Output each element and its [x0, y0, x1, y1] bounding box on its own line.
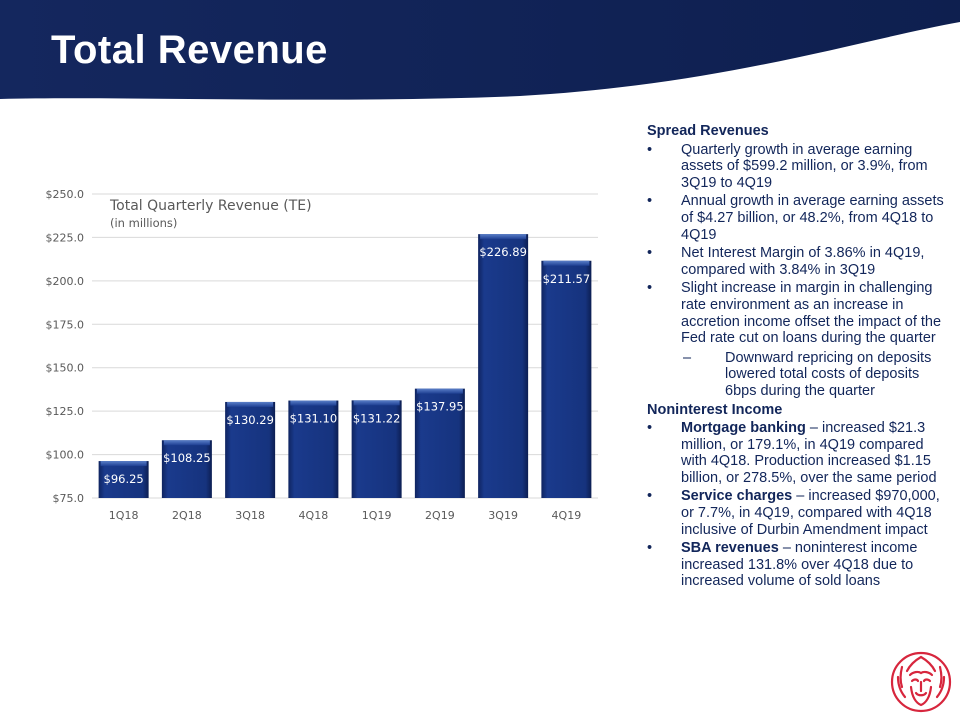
nonint-bullet: • Service charges – increased $970,000, …: [647, 488, 947, 538]
bullet-mark: •: [647, 245, 653, 262]
bar: [478, 234, 529, 498]
dash-mark: –: [683, 349, 692, 366]
bar-highlight: [416, 388, 463, 394]
bullet-mark: •: [647, 540, 653, 557]
bar: [225, 401, 276, 498]
spread-bullet: • Net Interest Margin of 3.86% in 4Q19, …: [647, 245, 947, 278]
bullet-mark: •: [647, 141, 653, 158]
nonint-bullet: • Mortgage banking – increased $21.3 mil…: [647, 420, 947, 486]
bullet-bold-lead: Mortgage banking: [681, 420, 806, 437]
bullet-text: Annual growth in average earning assets …: [681, 193, 944, 243]
nonint-heading: Noninterest Income: [647, 401, 783, 418]
x-tick-label: 3Q18: [235, 509, 265, 522]
y-tick-label: $200.0: [46, 275, 85, 288]
spread-sub-bullet: – Downward repricing on deposits lowered…: [667, 350, 947, 400]
bar: [414, 388, 465, 498]
x-tick-label: 4Q19: [552, 509, 582, 522]
bullet-mark: •: [647, 420, 653, 437]
x-tick-label: 1Q19: [362, 509, 392, 522]
chart-title-block: Total Quarterly Revenue (TE) (in million…: [110, 198, 312, 230]
spread-bullet: • Quarterly growth in average earning as…: [647, 142, 947, 192]
y-tick-label: $150.0: [46, 362, 85, 375]
bullet-text: – noninterest income increased 131.8% ov…: [681, 540, 918, 590]
bullet-mark: •: [647, 193, 653, 210]
revenue-bar-chart: $75.0 $100.0 $125.0 $150.0 $175.0 $200.0 $225.…: [46, 188, 598, 522]
chart-subtitle: (in millions): [110, 216, 178, 230]
bar-highlight: [543, 260, 590, 266]
chart-title: Total Quarterly Revenue (TE): [110, 198, 312, 214]
header-banner: Total Revenue: [0, 0, 960, 110]
page-title: Total Revenue: [51, 28, 328, 72]
bar-value-label: $131.10: [290, 412, 338, 426]
x-tick-label: 2Q18: [172, 509, 202, 522]
bullet-text: Net Interest Margin of 3.86% in 4Q19, co…: [681, 245, 925, 278]
bar: [351, 400, 402, 498]
commentary-panel: Spread Revenues • Quarterly growth in av…: [647, 123, 947, 590]
bullet-mark: •: [647, 280, 653, 297]
x-tick-label: 2Q19: [425, 509, 455, 522]
bullet-bold-lead: Service charges: [681, 488, 793, 505]
spread-bullet: • Annual growth in average earning asset…: [647, 193, 947, 243]
spread-bullet: • Slight increase in margin in challengi…: [647, 280, 947, 346]
bar: [541, 260, 592, 498]
bar-highlight: [227, 401, 274, 407]
bar-value-label: $211.57: [543, 272, 591, 286]
spread-heading: Spread Revenues: [647, 123, 769, 139]
bar-value-label: $130.29: [226, 413, 274, 427]
bullet-text: – increased $21.3 million, or 179.1%, in…: [681, 420, 937, 486]
bar-highlight: [163, 440, 210, 446]
y-tick-label: $250.0: [46, 188, 85, 201]
y-tick-label: $175.0: [46, 318, 85, 331]
bullet-mark: •: [647, 488, 653, 505]
x-tick-label: 4Q18: [299, 509, 329, 522]
bar: [161, 440, 212, 498]
y-tick-label: $100.0: [46, 449, 85, 462]
y-tick-label: $75.0: [53, 492, 85, 505]
y-tick-label: $125.0: [46, 405, 85, 418]
bar-highlight: [100, 461, 147, 467]
bar-highlight: [353, 400, 400, 406]
bullet-text: Quarterly growth in average earning asse…: [681, 141, 928, 191]
bar-value-label: $108.25: [163, 451, 211, 465]
bar-highlight: [290, 400, 337, 406]
lion-head-logo-icon: [890, 651, 952, 713]
bar-value-label: $137.95: [416, 400, 464, 414]
bar-value-label: $131.22: [353, 411, 401, 425]
bullet-text: Slight increase in margin in challenging…: [681, 280, 942, 347]
x-tick-label: 1Q18: [109, 509, 139, 522]
bullet-text: – increased $970,000, or 7.7%, in 4Q19, …: [681, 488, 940, 538]
bar-value-label: $96.25: [104, 472, 144, 486]
bar: [288, 400, 339, 498]
x-tick-label: 3Q19: [488, 509, 518, 522]
bar-value-label: $226.89: [479, 245, 527, 259]
bar-highlight: [480, 234, 527, 240]
bar: [98, 461, 149, 498]
header-wave-shape: [0, 0, 960, 100]
nonint-bullet: • SBA revenues – noninterest income incr…: [647, 540, 947, 590]
bullet-bold-lead: SBA revenues: [681, 540, 779, 557]
sub-bullet-text: Downward repricing on deposits lowered t…: [725, 349, 932, 399]
y-tick-label: $225.0: [46, 231, 85, 244]
